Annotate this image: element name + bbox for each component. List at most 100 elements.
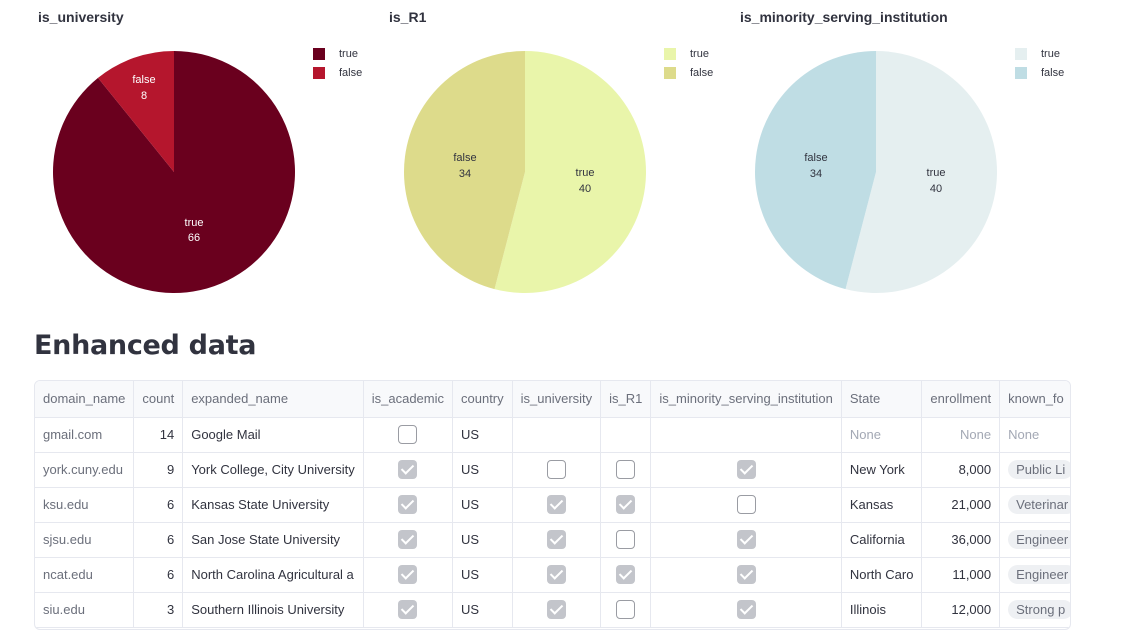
cell-state[interactable]: None	[841, 417, 923, 453]
data-table[interactable]: domain_name count expanded_name is_acade…	[34, 380, 1071, 630]
unchecked-checkbox[interactable]	[616, 600, 636, 619]
cell-count[interactable]: 14	[133, 417, 184, 453]
cell-domain-name[interactable]: ncat.edu	[35, 557, 135, 593]
column-header[interactable]: is_academic	[363, 381, 454, 418]
cell-count[interactable]: 9	[133, 452, 184, 488]
table-row[interactable]: gmail.com 14 Google Mail US None None None	[35, 417, 1070, 453]
checked-checkbox[interactable]	[546, 565, 566, 584]
cell-is-r1[interactable]	[600, 557, 652, 593]
table-row[interactable]: ksu.edu 6 Kansas State University US Kansas 2…	[35, 487, 1070, 523]
cell-domain-name[interactable]: gmail.com	[35, 417, 135, 453]
cell-is-r1[interactable]	[600, 487, 652, 523]
checked-checkbox[interactable]	[736, 600, 756, 619]
cell-is-academic[interactable]	[363, 557, 454, 593]
cell-is-msi[interactable]	[650, 487, 842, 523]
column-header[interactable]: count	[133, 381, 184, 418]
cell-count[interactable]: 6	[133, 522, 184, 558]
checked-checkbox[interactable]	[546, 600, 566, 619]
cell-count[interactable]: 6	[133, 557, 184, 593]
pie-slice-true[interactable]	[845, 51, 997, 293]
checked-checkbox[interactable]	[616, 495, 636, 514]
unchecked-checkbox[interactable]	[398, 425, 418, 444]
cell-country[interactable]: US	[452, 592, 513, 628]
cell-is-university[interactable]	[512, 557, 602, 593]
pie-slice-true[interactable]	[494, 51, 646, 293]
cell-is-academic[interactable]	[363, 417, 454, 453]
cell-enrollment[interactable]: 12,000	[921, 592, 1001, 628]
cell-country[interactable]: US	[452, 487, 513, 523]
cell-count[interactable]: 6	[133, 487, 184, 523]
checked-checkbox[interactable]	[398, 600, 418, 619]
cell-is-msi[interactable]	[650, 452, 842, 488]
cell-enrollment[interactable]: 8,000	[921, 452, 1001, 488]
unchecked-checkbox[interactable]	[736, 495, 756, 514]
cell-is-academic[interactable]	[363, 452, 454, 488]
cell-expanded-name[interactable]: North Carolina Agricultural a	[182, 557, 364, 593]
cell-state[interactable]: Kansas	[841, 487, 923, 523]
cell-is-university[interactable]	[512, 592, 602, 628]
column-header[interactable]: domain_name	[35, 381, 135, 418]
table-row[interactable]: sjsu.edu 6 San Jose State University US Cali…	[35, 522, 1070, 558]
checked-checkbox[interactable]	[546, 530, 566, 549]
checked-checkbox[interactable]	[736, 530, 756, 549]
cell-is-university[interactable]	[512, 522, 602, 558]
checked-checkbox[interactable]	[398, 495, 418, 514]
checked-checkbox[interactable]	[546, 495, 566, 514]
column-header[interactable]: is_R1	[600, 381, 652, 418]
cell-state[interactable]: California	[841, 522, 923, 558]
table-row[interactable]: york.cuny.edu 9 York College, City Univers…	[35, 452, 1070, 488]
cell-known-for[interactable]: Engineer	[999, 522, 1070, 558]
checked-checkbox[interactable]	[398, 460, 418, 479]
column-header[interactable]: State	[841, 381, 923, 418]
cell-is-msi[interactable]	[650, 417, 842, 453]
checked-checkbox[interactable]	[398, 565, 418, 584]
cell-enrollment[interactable]: 11,000	[921, 557, 1001, 593]
cell-expanded-name[interactable]: York College, City University	[182, 452, 364, 488]
cell-is-msi[interactable]	[650, 592, 842, 628]
cell-country[interactable]: US	[452, 557, 513, 593]
pie-slice-false[interactable]	[97, 51, 174, 172]
cell-is-university[interactable]	[512, 487, 602, 523]
cell-country[interactable]: US	[452, 452, 513, 488]
cell-country[interactable]: US	[452, 522, 513, 558]
table-row[interactable]: siu.edu 3 Southern Illinois University US Il…	[35, 592, 1070, 628]
column-header[interactable]: country	[452, 381, 513, 418]
cell-known-for[interactable]: Engineer	[999, 557, 1070, 593]
cell-is-academic[interactable]	[363, 487, 454, 523]
cell-domain-name[interactable]: york.cuny.edu	[35, 452, 135, 488]
unchecked-checkbox[interactable]	[616, 460, 636, 479]
checked-checkbox[interactable]	[736, 565, 756, 584]
cell-is-msi[interactable]	[650, 557, 842, 593]
checked-checkbox[interactable]	[616, 565, 636, 584]
cell-state[interactable]: Illinois	[841, 592, 923, 628]
cell-expanded-name[interactable]: Google Mail	[182, 417, 364, 453]
column-header[interactable]: known_fo	[999, 381, 1070, 418]
cell-domain-name[interactable]: ksu.edu	[35, 487, 135, 523]
cell-known-for[interactable]: None	[999, 417, 1070, 453]
column-header[interactable]: is_university	[512, 381, 602, 418]
column-header[interactable]: is_minority_serving_institution	[650, 381, 842, 418]
cell-domain-name[interactable]: sjsu.edu	[35, 522, 135, 558]
cell-is-university[interactable]	[512, 452, 602, 488]
cell-country[interactable]: US	[452, 417, 513, 453]
cell-is-r1[interactable]	[600, 592, 652, 628]
table-row[interactable]: ncat.edu 6 North Carolina Agricultural a US…	[35, 557, 1070, 593]
cell-expanded-name[interactable]: Kansas State University	[182, 487, 364, 523]
cell-domain-name[interactable]: siu.edu	[35, 592, 135, 628]
unchecked-checkbox[interactable]	[616, 530, 636, 549]
cell-is-academic[interactable]	[363, 592, 454, 628]
cell-state[interactable]: New York	[841, 452, 923, 488]
pie-slice-false[interactable]	[404, 51, 525, 290]
cell-is-r1[interactable]	[600, 522, 652, 558]
cell-expanded-name[interactable]: Southern Illinois University	[182, 592, 364, 628]
cell-known-for[interactable]: Public Li	[999, 452, 1070, 488]
cell-known-for[interactable]: Strong p	[999, 592, 1070, 628]
cell-expanded-name[interactable]: San Jose State University	[182, 522, 364, 558]
checked-checkbox[interactable]	[736, 460, 756, 479]
checked-checkbox[interactable]	[398, 530, 418, 549]
cell-count[interactable]: 3	[133, 592, 184, 628]
cell-is-r1[interactable]	[600, 452, 652, 488]
cell-is-university[interactable]	[512, 417, 602, 453]
cell-enrollment[interactable]: 36,000	[921, 522, 1001, 558]
column-header[interactable]: enrollment	[921, 381, 1001, 418]
